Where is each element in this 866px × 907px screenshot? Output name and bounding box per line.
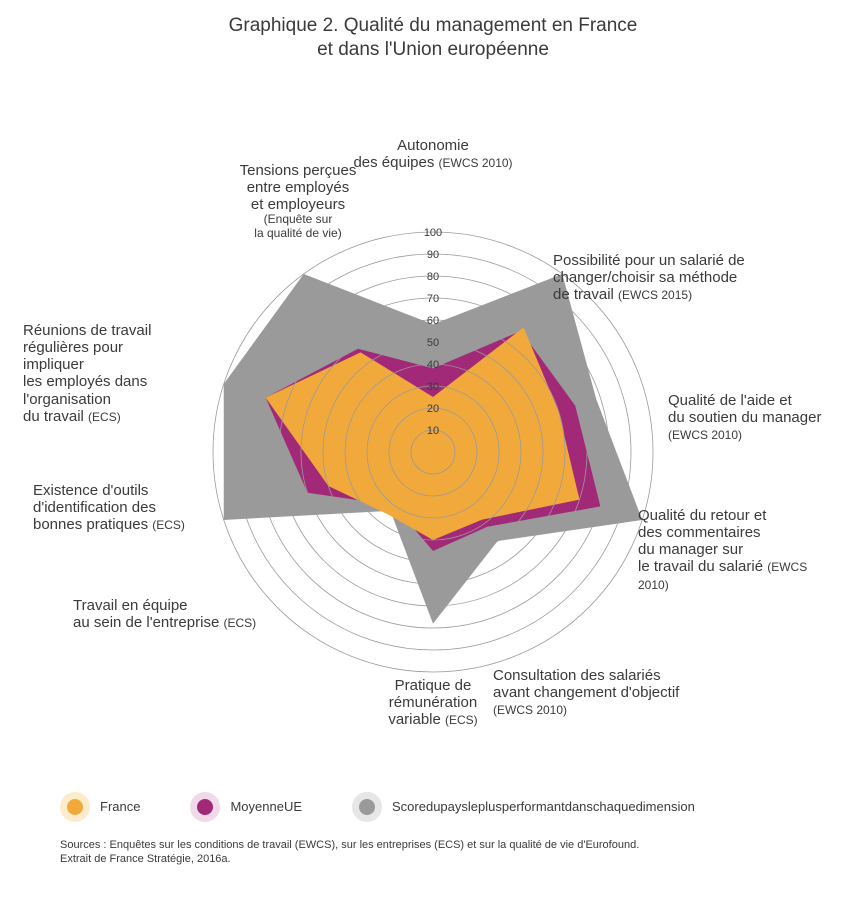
legend-swatch (352, 792, 382, 822)
tick-label: 80 (427, 271, 439, 283)
sources: Sources : Enquêtes sur les conditions de… (0, 828, 866, 892)
axis-label: Pratique derémunérationvariable (ECS) (353, 677, 513, 729)
legend-item: MoyenneUE (190, 792, 302, 822)
chart-title: Graphique 2. Qualité du management en Fr… (0, 0, 866, 62)
tick-label: 100 (424, 227, 442, 239)
tick-label: 30 (427, 381, 439, 393)
legend-swatch (190, 792, 220, 822)
legend-item: Scoredupaysleplusperformantdanschaquedim… (352, 792, 695, 822)
axis-label: Existence d'outilsd'identification desbo… (33, 482, 213, 534)
radar-chart: 102030405060708090100Autonomiedes équipe… (0, 62, 866, 782)
axis-label: Consultation des salariésavant changemen… (493, 667, 723, 719)
axis-label: Qualité de l'aide etdu soutien du manage… (668, 392, 848, 444)
axis-label: Qualité du retour etdes commentairesdu m… (638, 507, 838, 593)
tick-label: 70 (427, 293, 439, 305)
tick-label: 50 (427, 337, 439, 349)
legend: France MoyenneUE Scoredupaysleplusperforma… (0, 782, 866, 828)
legend-label: MoyenneUE (230, 799, 302, 814)
axis-label: Travail en équipeau sein de l'entreprise… (73, 597, 263, 632)
axis-label: Possibilité pour un salarié dechanger/ch… (553, 252, 783, 304)
tick-label: 90 (427, 249, 439, 261)
axis-label: Tensions perçuesentre employéset employe… (213, 162, 383, 241)
title-line-1: Graphique 2. Qualité du management en Fr… (0, 14, 866, 38)
tick-label: 60 (427, 315, 439, 327)
legend-item: France (60, 792, 140, 822)
sources-line-1: Sources : Enquêtes sur les conditions de… (60, 838, 806, 853)
tick-label: 10 (427, 425, 439, 437)
tick-label: 20 (427, 403, 439, 415)
title-line-2: et dans l'Union européenne (0, 38, 866, 62)
sources-line-2: Extrait de France Stratégie, 2016a. (60, 852, 806, 867)
legend-swatch (60, 792, 90, 822)
tick-label: 40 (427, 359, 439, 371)
legend-label: France (100, 799, 140, 814)
axis-label: Réunions de travailrégulières pourimpliq… (23, 322, 213, 426)
legend-label: Scoredupaysleplusperformantdanschaquedim… (392, 799, 695, 814)
